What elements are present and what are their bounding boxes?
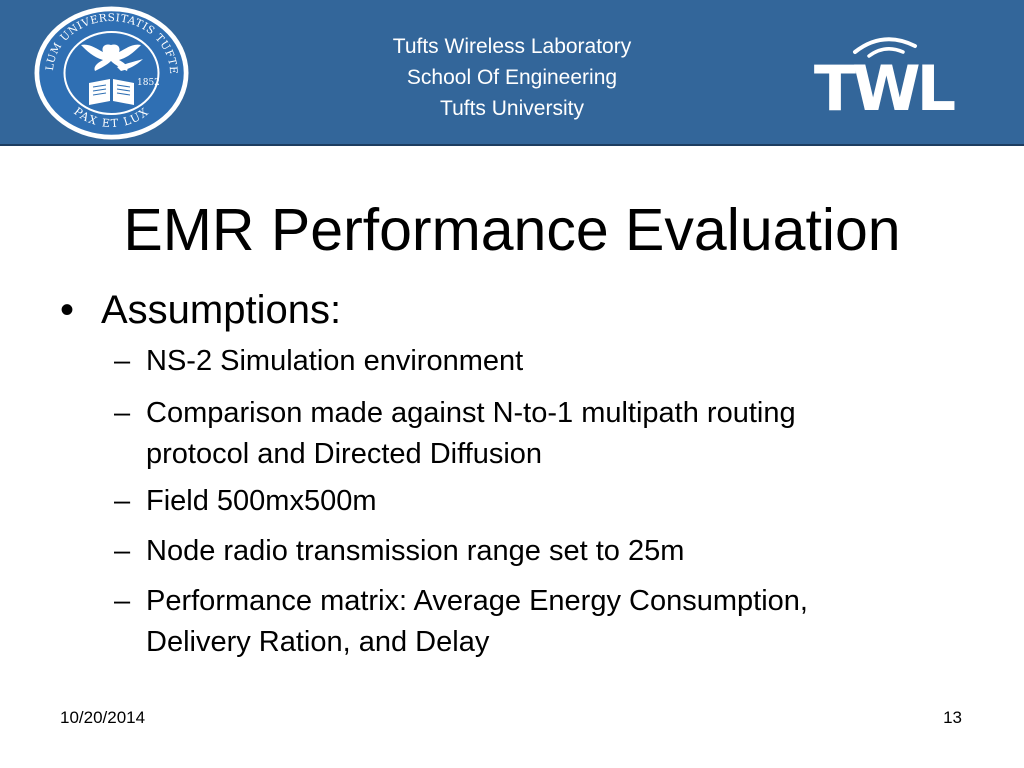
header-line-school: School Of Engineering [406, 66, 618, 89]
tufts-university-seal-icon: SIGILLUM UNIVERSITATIS TUFTENSIS PAX ET … [33, 5, 189, 140]
sub-item-line: Comparison made against N-to-1 multipath… [146, 397, 796, 429]
sub-item: – NS-2 Simulation environment [114, 341, 994, 382]
sub-item: – Performance matrix: Average Energy Con… [114, 581, 994, 663]
dash-marker: – [114, 535, 131, 567]
slide-header-banner: SIGILLUM UNIVERSITATIS TUFTENSIS PAX ET … [0, 0, 1024, 146]
seal-year: 1852 [137, 78, 160, 88]
bullet-text: Assumptions: [101, 288, 342, 332]
sub-item-line: Performance matrix: Average Energy Consu… [146, 585, 808, 617]
sub-item-line: Field 500mx500m [146, 485, 377, 517]
twl-logo-icon: TWL [814, 37, 959, 118]
sub-item-line: Node radio transmission range set to 25m [146, 535, 685, 567]
sub-item: – Field 500mx500m [114, 481, 994, 522]
sub-item: – Node radio transmission range set to 2… [114, 531, 994, 572]
sub-item-line: NS-2 Simulation environment [146, 345, 524, 377]
dove-icon [81, 44, 143, 71]
sub-item: – Comparison made against N-to-1 multipa… [114, 393, 994, 475]
bullet-marker: • [60, 288, 75, 332]
footer-date: 10/20/2014 [60, 708, 146, 727]
header-line-lab: Tufts Wireless Laboratory [392, 35, 632, 58]
dash-marker: – [114, 345, 131, 377]
dash-marker: – [114, 485, 131, 517]
sub-item-line: Delivery Ration, and Delay [146, 626, 490, 658]
twl-logo-text: TWL [814, 52, 955, 118]
open-book-icon [89, 79, 134, 105]
sub-item-line: protocol and Directed Diffusion [146, 438, 543, 470]
slide-title: EMR Performance Evaluation [123, 197, 901, 263]
dash-marker: – [114, 585, 131, 617]
header-line-university: Tufts University [440, 97, 584, 120]
dash-marker: – [114, 397, 131, 429]
page-number: 13 [943, 708, 962, 727]
lab-header-text: Tufts Wireless Laboratory School Of Engi… [330, 31, 694, 124]
